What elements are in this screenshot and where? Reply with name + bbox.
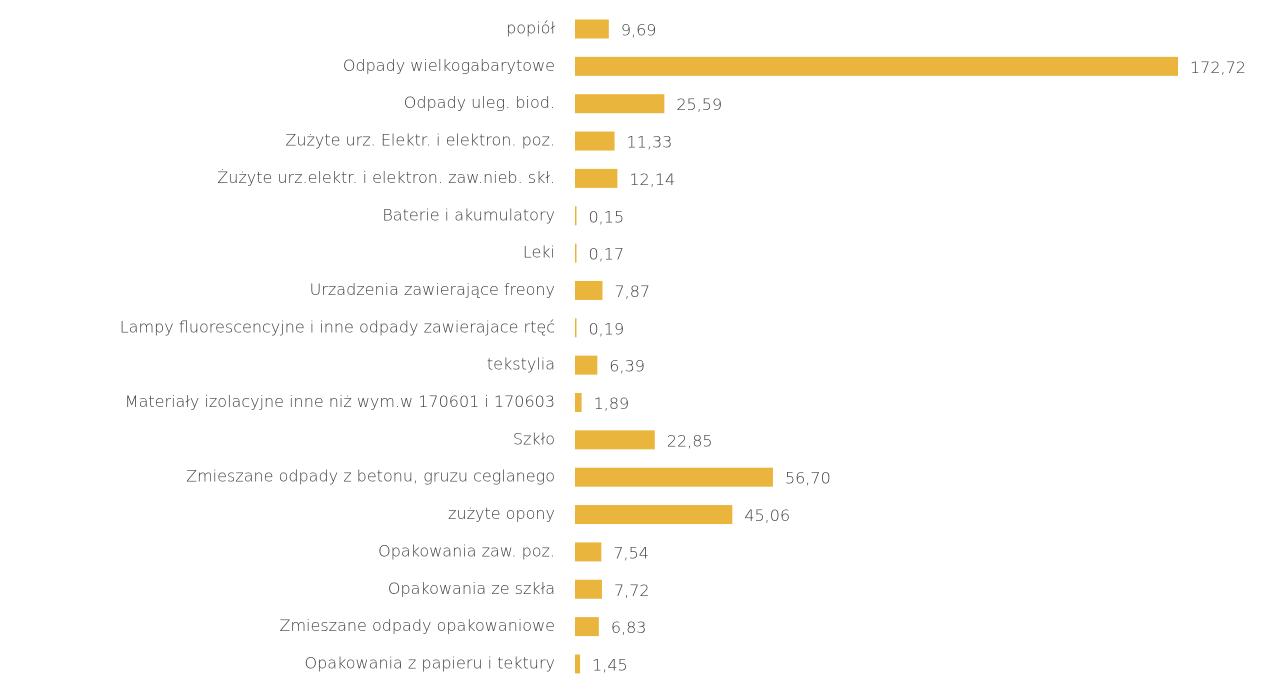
value-label: 172,72 bbox=[1190, 58, 1246, 77]
value-label: 0,19 bbox=[589, 319, 625, 338]
category-label: Zużyte urz. Elektr. i elektron. poz. bbox=[285, 131, 555, 150]
category-label: Lampy fluorescencyjne i inne odpady zawi… bbox=[120, 317, 555, 336]
bar bbox=[575, 393, 582, 412]
bar bbox=[575, 168, 618, 188]
value-label: 1,89 bbox=[594, 394, 630, 413]
value-label: 7,87 bbox=[614, 282, 650, 301]
bar bbox=[575, 430, 655, 450]
category-label: popiół bbox=[506, 19, 555, 38]
value-label: 0,15 bbox=[589, 207, 625, 226]
category-label: tekstylia bbox=[487, 355, 555, 374]
category-label: Szkło bbox=[513, 429, 555, 448]
category-label: Zmieszane odpady z betonu, gruzu ceglane… bbox=[186, 467, 555, 486]
bar bbox=[575, 505, 733, 525]
value-label: 7,54 bbox=[613, 543, 649, 562]
category-label: Odpady wielkogabarytowe bbox=[343, 56, 555, 75]
category-label: Leki bbox=[523, 243, 555, 262]
value-label: 6,83 bbox=[611, 618, 647, 637]
bar bbox=[575, 542, 602, 562]
bar bbox=[575, 654, 581, 674]
value-label: 11,33 bbox=[627, 133, 673, 152]
bar bbox=[575, 467, 773, 487]
value-label: 6,39 bbox=[609, 357, 645, 376]
category-label: Opakowania ze szkła bbox=[388, 579, 555, 598]
value-label: 25,59 bbox=[676, 95, 722, 114]
category-label: Opakowania z papieru i tektury bbox=[305, 653, 555, 672]
bar bbox=[575, 206, 577, 226]
value-label: 22,85 bbox=[667, 431, 713, 450]
bar bbox=[575, 131, 615, 151]
value-label: 7,72 bbox=[614, 581, 650, 600]
category-label: Baterie i akumulatory bbox=[382, 205, 555, 224]
bar bbox=[575, 243, 577, 263]
bar bbox=[575, 318, 577, 338]
bar bbox=[575, 355, 598, 375]
value-label: 56,70 bbox=[785, 469, 831, 488]
value-label: 45,06 bbox=[744, 506, 790, 525]
value-label: 1,45 bbox=[592, 655, 628, 674]
bar bbox=[575, 19, 609, 39]
category-label: zużyte opony bbox=[448, 504, 555, 523]
bar bbox=[575, 56, 1178, 76]
category-label: Opakowania zaw. poz. bbox=[378, 541, 555, 560]
category-label: Urzadzenia zawierające freony bbox=[310, 280, 555, 299]
bar bbox=[575, 94, 665, 114]
value-label: 0,17 bbox=[589, 245, 625, 264]
bar bbox=[575, 617, 599, 637]
bar bbox=[575, 280, 603, 300]
category-label: Zmieszane odpady opakowaniowe bbox=[280, 616, 556, 635]
value-label: 9,69 bbox=[621, 21, 657, 40]
category-label: Materiały izolacyjne inne niż wym.w 1706… bbox=[125, 392, 555, 411]
bar bbox=[575, 579, 602, 599]
category-label: Odpady uleg. biod. bbox=[404, 93, 555, 112]
value-label: 12,14 bbox=[629, 170, 675, 189]
category-label: Żużyte urz.elektr. i elektron. zaw.nieb.… bbox=[217, 168, 555, 187]
